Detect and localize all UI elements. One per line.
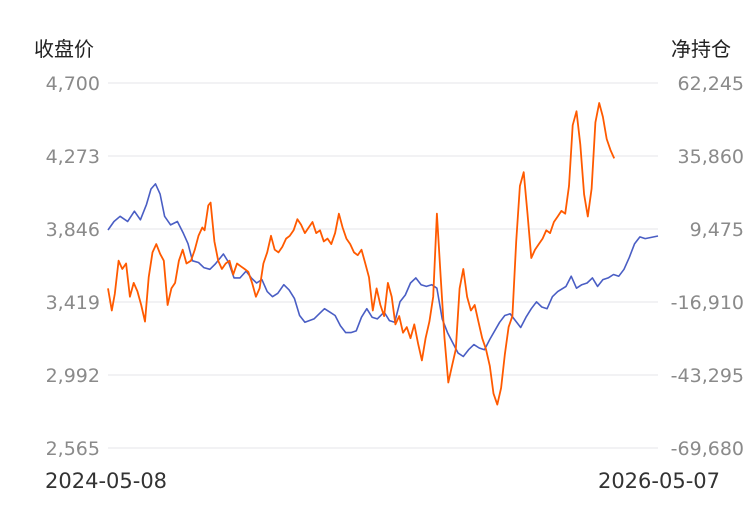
left-axis-ticks: 4,700 4,273 3,846 3,419 2,992 2,565	[46, 73, 100, 460]
right-tick-label: -69,680	[671, 438, 744, 460]
close-price-line	[107, 183, 659, 358]
left-tick-label: 2,992	[46, 365, 100, 387]
left-tick-label: 3,419	[46, 292, 100, 314]
grid	[108, 82, 658, 449]
right-tick-label: 62,245	[678, 73, 744, 95]
right-axis-title: 净持仓	[671, 37, 731, 61]
left-tick-label: 3,846	[46, 219, 100, 241]
right-tick-label: 9,475	[690, 219, 744, 241]
x-tick-end: 2026-05-07	[598, 469, 720, 493]
right-tick-label: -16,910	[671, 292, 744, 314]
left-tick-label: 2,565	[46, 438, 100, 460]
x-tick-start: 2024-05-08	[45, 469, 167, 493]
series	[107, 102, 659, 406]
right-tick-label: -43,295	[671, 365, 744, 387]
left-tick-label: 4,273	[46, 146, 100, 168]
net-position-line	[107, 102, 616, 406]
left-axis-title: 收盘价	[34, 37, 94, 61]
right-tick-label: 35,860	[678, 146, 744, 168]
left-tick-label: 4,700	[46, 73, 100, 95]
right-axis-ticks: 62,245 35,860 9,475 -16,910 -43,295 -69,680	[671, 73, 744, 460]
